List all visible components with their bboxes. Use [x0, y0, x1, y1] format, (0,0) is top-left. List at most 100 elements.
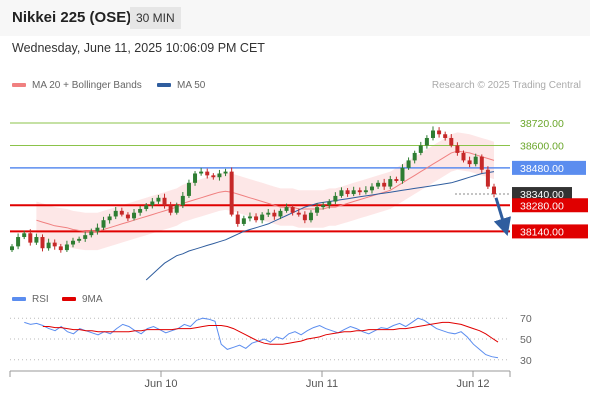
timestamp: Wednesday, June 11, 2025 10:06:09 PM CET: [12, 41, 265, 55]
rsi-tick-70: 70: [520, 313, 532, 325]
ma50-line: [145, 171, 495, 281]
candle-body: [266, 212, 271, 215]
candle-body: [22, 233, 27, 238]
candle-body: [241, 218, 246, 224]
candle-body: [199, 171, 204, 174]
legend-ma50: MA 50: [157, 80, 205, 91]
support-badge-5: [512, 224, 588, 239]
candle-body: [272, 212, 277, 217]
target-label-0: 38720.00: [520, 118, 564, 130]
candle-body: [437, 130, 442, 135]
candle-body: [321, 205, 326, 208]
candle-body: [113, 210, 118, 217]
candle-body: [284, 207, 289, 211]
candle-body: [150, 201, 155, 206]
candle-body: [77, 238, 82, 241]
legend-ma50-swatch: [157, 83, 171, 88]
candle-body: [406, 160, 411, 168]
legend-9ma-swatch: [62, 297, 76, 302]
target-label-1: 38600.00: [520, 140, 564, 152]
projection-arrow: [493, 197, 511, 237]
legend-ma50-label: MA 50: [177, 80, 206, 91]
candle-body: [132, 212, 137, 219]
credit-text: Research © 2025 Trading Central: [431, 80, 581, 91]
candle-body: [217, 173, 222, 178]
candle-body: [369, 186, 374, 191]
pivot-label-2: 38480.00: [520, 163, 564, 175]
candle-body: [235, 214, 240, 224]
candle-body: [83, 235, 88, 239]
x-tick-label-2: Jun 12: [456, 378, 489, 390]
candle-body: [10, 246, 14, 251]
candle-body: [71, 240, 76, 245]
candle-body: [388, 179, 393, 187]
candle-body: [156, 197, 161, 202]
legend-rsi-swatch: [12, 297, 26, 302]
candle-body: [424, 137, 429, 146]
candle-body: [327, 201, 332, 206]
candle-body: [357, 190, 362, 193]
candle-body: [345, 190, 350, 195]
candle-body: [363, 190, 368, 193]
candle-body: [308, 212, 313, 221]
candle-body: [430, 130, 435, 138]
candle-body: [315, 207, 320, 213]
candle-body: [302, 214, 307, 221]
legend-ma20-swatch: [12, 83, 26, 88]
candle-body: [174, 205, 179, 213]
candle-body: [40, 237, 45, 249]
candle-body: [186, 182, 191, 196]
candle-body: [412, 152, 417, 161]
candle-body: [34, 237, 39, 243]
support-label-4: 38280.00: [520, 200, 564, 212]
candle-body: [247, 216, 252, 219]
candle-body: [455, 145, 460, 153]
candle-body: [467, 160, 472, 165]
legend-ma20-label: MA 20 + Bollinger Bands: [32, 80, 142, 91]
legend-rsi: RSI: [12, 294, 49, 305]
rsi-series-1: [42, 321, 499, 345]
chart-title: Nikkei 225 (OSE): [12, 9, 132, 26]
interval-button[interactable]: 30 MIN: [130, 7, 181, 29]
candle-body: [89, 231, 94, 236]
legend-9ma: 9MA: [62, 294, 103, 305]
candle-body: [400, 167, 405, 181]
x-tick-label-1: Jun 11: [306, 378, 338, 390]
candle-body: [229, 171, 234, 215]
support-badge-4: [512, 198, 588, 213]
candle-body: [278, 210, 283, 217]
candle-body: [333, 195, 338, 202]
candle-body: [193, 173, 198, 183]
header-bar: [0, 0, 590, 36]
candle-body: [119, 210, 124, 215]
candle-body: [382, 182, 387, 187]
candle-body: [125, 214, 130, 219]
candle-body: [376, 182, 381, 187]
candle-body: [485, 169, 490, 187]
legend-rsi-label: RSI: [32, 294, 49, 305]
candle-body: [479, 156, 484, 170]
candle-body: [492, 186, 496, 195]
candle-body: [162, 197, 167, 206]
candle-body: [260, 214, 265, 221]
legend-9ma-label: 9MA: [82, 294, 103, 305]
rsi-series-0: [24, 317, 499, 359]
candle-body: [351, 190, 356, 195]
candle-body: [443, 134, 448, 138]
legend-ma20: MA 20 + Bollinger Bands: [12, 80, 142, 91]
rsi-tick-50: 50: [520, 334, 532, 346]
candle-body: [339, 190, 344, 196]
candle-body: [168, 205, 173, 213]
candle-body: [28, 233, 33, 243]
candle-body: [394, 179, 399, 181]
candle-body: [223, 171, 228, 174]
rsi-tick-30: 30: [520, 355, 532, 367]
candle-body: [58, 246, 63, 251]
candle-body: [144, 205, 149, 209]
candle-body: [138, 208, 143, 213]
pivot-badge-2: [512, 160, 586, 175]
candle-body: [16, 237, 21, 247]
candle-body: [46, 242, 51, 249]
support-label-5: 38140.00: [520, 226, 564, 238]
